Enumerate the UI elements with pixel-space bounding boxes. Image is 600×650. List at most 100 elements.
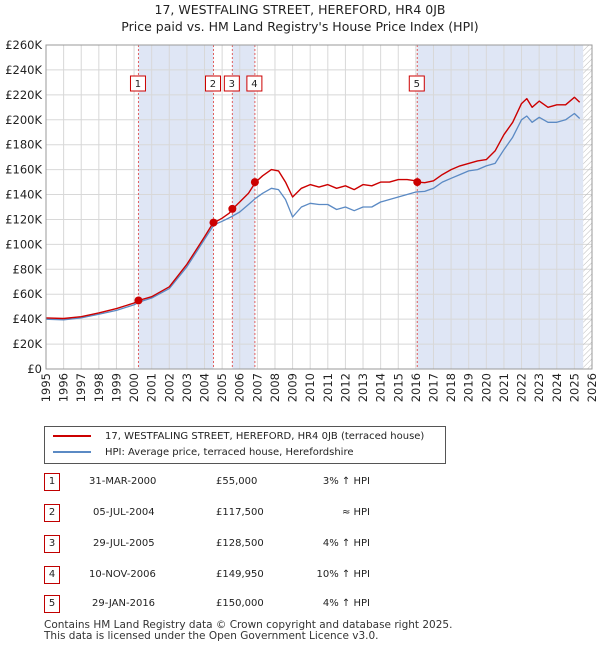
x-tick-label: 2014 [374,373,388,402]
plot-frame [45,44,593,370]
footer-note: Contains HM Land Registry data © Crown c… [44,620,452,642]
y-tick-label: £0 [27,362,42,376]
x-tick-label: 1997 [74,373,88,402]
sale-marker-box [223,75,240,92]
sale-point [209,218,218,227]
x-tick-label: 2009 [286,373,300,402]
y-tick-label: £240K [5,63,42,77]
sale-marker-label: 5 [414,79,420,90]
x-tick-label: 2000 [127,373,141,402]
footer-license: This data is licensed under the Open Gov… [44,630,379,642]
sale-hpi: 3% ↑ HPI [322,476,370,487]
ownership-shade [138,45,214,369]
y-tick-label: £20K [13,337,43,351]
legend-label-property: 17, WESTFALING STREET, HEREFORD, HR4 0JB… [105,431,425,442]
x-tick-label: 2004 [198,373,212,402]
sale-marker-label: 1 [135,79,141,90]
sale-marker-box [408,75,425,92]
x-tick-label: 2002 [162,373,176,402]
sale-hpi: ≈ HPI [341,507,370,518]
sale-date: 29-JAN-2016 [92,598,156,609]
forecast-hatch [583,45,592,369]
sale-point [228,204,237,213]
x-tick-label: 2010 [303,373,317,402]
sale-number: 1 [44,473,60,491]
sale-marker-box [246,75,263,92]
sale-date: 29-JUL-2005 [93,538,155,549]
y-tick-label: £180K [5,138,42,152]
sale-price: £150,000 [216,598,264,609]
y-tick-label: £80K [13,262,43,276]
ownership-shade [417,45,584,369]
table-row: 4 10-NOV-2006 £149,950 10% ↑ HPI [0,565,600,585]
table-row: 2 05-JUL-2004 £117,500 ≈ HPI [0,503,600,523]
x-tick-label: 1998 [92,373,106,402]
sale-point [250,178,259,187]
y-tick-label: £40K [13,312,43,326]
x-tick-label: 2011 [321,373,335,402]
x-tick-label: 2021 [497,373,511,402]
x-tick-label: 2022 [515,373,529,402]
sale-marker-box [129,75,146,92]
sale-price: £55,000 [216,476,258,487]
x-tick-label: 2008 [268,373,282,402]
x-tick-label: 2025 [567,373,581,402]
x-tick-label: 2026 [585,373,599,402]
x-tick-label: 2024 [550,373,564,402]
sale-number: 4 [44,566,60,584]
sale-number: 5 [44,595,60,613]
sale-price: £117,500 [216,507,264,518]
sale-date: 05-JUL-2004 [93,507,155,518]
x-tick-label: 2016 [409,373,423,402]
table-row: 3 29-JUL-2005 £128,500 4% ↑ HPI [0,534,600,554]
x-tick-label: 2003 [180,373,194,402]
table-row: 1 31-MAR-2000 £55,000 3% ↑ HPI [0,472,600,492]
y-tick-label: £160K [5,163,42,177]
sale-hpi: 4% ↑ HPI [322,538,370,549]
sale-number: 3 [44,535,60,553]
sale-marker-box [204,75,221,92]
footer-copyright: Contains HM Land Registry data © Crown c… [44,619,453,631]
x-tick-label: 1999 [109,373,123,402]
x-tick-label: 1996 [57,373,71,402]
table-row: 5 29-JAN-2016 £150,000 4% ↑ HPI [0,594,600,614]
x-tick-label: 2015 [391,373,405,402]
ownership-shade [232,45,255,369]
y-tick-label: £140K [5,188,42,202]
chart-title: 17, WESTFALING STREET, HEREFORD, HR4 0JB [154,2,446,17]
legend-entry-hpi: HPI: Average price, terraced house, Here… [53,445,353,461]
legend-entry-property: 17, WESTFALING STREET, HEREFORD, HR4 0JB… [53,429,424,445]
y-tick-label: £200K [5,113,42,127]
property-price-line [45,96,581,320]
legend-label-hpi: HPI: Average price, terraced house, Here… [105,447,354,458]
y-tick-label: £100K [5,237,42,251]
x-tick-label: 2023 [532,373,546,402]
sale-point [413,178,422,187]
sale-marker-label: 3 [229,79,235,90]
legend-line-property [53,435,91,437]
hpi-line [45,112,581,321]
sale-number: 2 [44,504,60,522]
x-tick-label: 2006 [233,373,247,402]
x-tick-label: 2017 [426,373,440,402]
sale-date: 31-MAR-2000 [89,476,157,487]
chart-subtitle: Price paid vs. HM Land Registry's House … [121,19,479,34]
y-tick-label: £220K [5,88,42,102]
sale-price: £128,500 [216,538,264,549]
x-tick-label: 2013 [356,373,370,402]
x-tick-label: 2001 [145,373,159,402]
sale-hpi: 4% ↑ HPI [322,598,370,609]
sale-hpi: 10% ↑ HPI [316,569,370,580]
x-tick-label: 1995 [39,373,53,402]
x-tick-label: 2018 [444,373,458,402]
sale-date: 10-NOV-2006 [89,569,156,580]
y-tick-label: £60K [13,287,43,301]
x-tick-label: 2019 [462,373,476,402]
legend-line-hpi [53,451,91,453]
x-tick-label: 2020 [479,373,493,402]
x-tick-label: 2005 [215,373,229,402]
y-tick-label: £120K [5,212,42,226]
y-tick-label: £260K [5,38,42,52]
sale-marker-label: 2 [210,79,216,90]
price-chart: 1 2 3 4 5 £0 £20K £40K £60K £80K £100K £120K £140K £… [5,38,599,402]
